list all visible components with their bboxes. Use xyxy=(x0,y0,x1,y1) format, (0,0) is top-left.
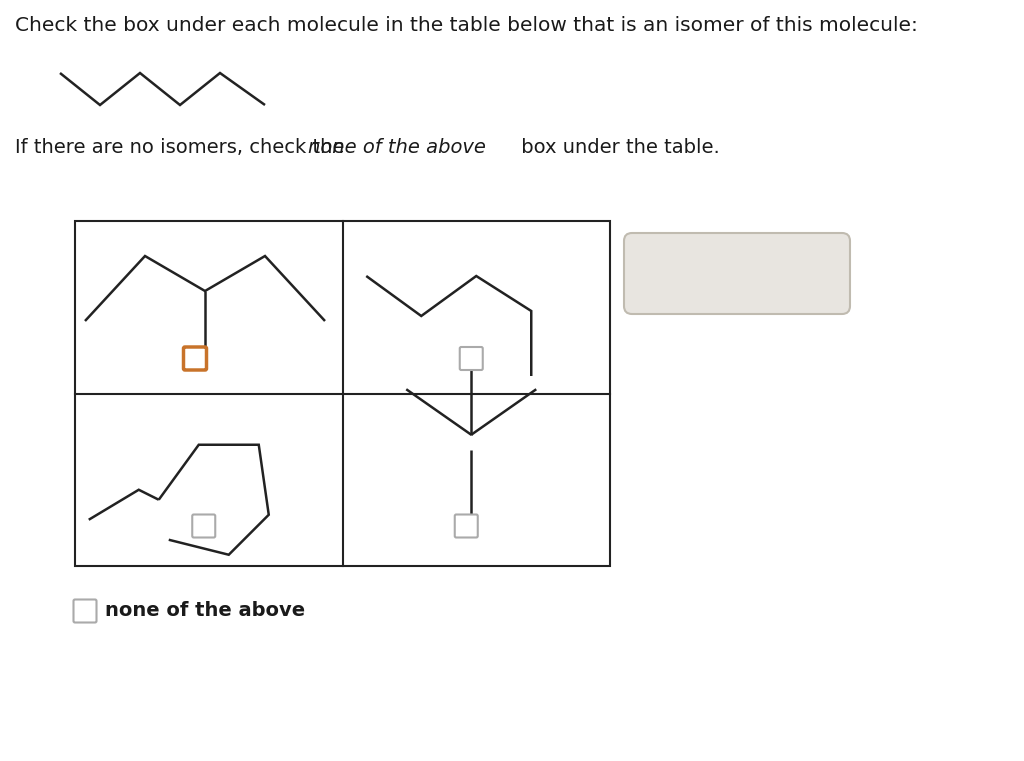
Text: ×: × xyxy=(649,259,675,288)
Text: If there are no isomers, check the: If there are no isomers, check the xyxy=(15,138,350,157)
FancyBboxPatch shape xyxy=(183,347,207,370)
FancyBboxPatch shape xyxy=(193,514,215,537)
FancyBboxPatch shape xyxy=(74,600,96,622)
FancyBboxPatch shape xyxy=(455,514,478,537)
Text: Check the box under each molecule in the table below that is an isomer of this m: Check the box under each molecule in the… xyxy=(15,16,918,35)
Bar xyxy=(75,221,610,566)
Text: box under the table.: box under the table. xyxy=(515,138,720,157)
FancyBboxPatch shape xyxy=(624,233,850,314)
Text: none of the above: none of the above xyxy=(105,601,305,620)
FancyBboxPatch shape xyxy=(460,347,482,370)
Text: ↺: ↺ xyxy=(724,259,750,288)
Text: none of the above: none of the above xyxy=(308,138,485,157)
Text: ?: ? xyxy=(804,259,820,288)
